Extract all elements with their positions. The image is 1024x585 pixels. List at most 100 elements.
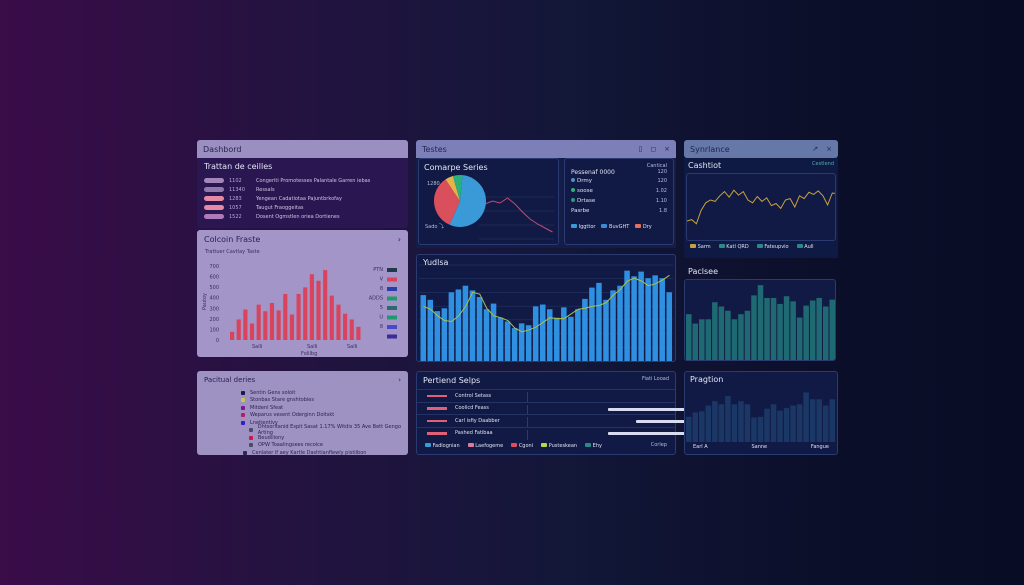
legend-item: BuvGHT	[601, 224, 629, 230]
bar	[441, 308, 448, 361]
legend-swatch	[425, 443, 431, 447]
bar	[561, 307, 567, 361]
trash-icon[interactable]: ▯	[638, 145, 643, 153]
bars-card: Yudlsa	[416, 254, 676, 362]
column-bar	[256, 304, 261, 340]
series-item[interactable]: Sentin Gens soloit	[241, 389, 408, 397]
expand-icon[interactable]: ↗	[812, 145, 819, 153]
item-value: 11340	[229, 186, 245, 193]
series-label: Stonbas Stare gnshtobies	[250, 397, 314, 404]
gantt-bar[interactable]	[608, 431, 681, 435]
bar	[809, 399, 816, 442]
bar	[596, 282, 602, 361]
legend-label: Aull	[804, 244, 814, 250]
bar	[659, 278, 665, 361]
series-label: Cenlater if aey Kartle Dashtianflewly pi…	[252, 449, 367, 455]
bar	[738, 314, 744, 360]
series-item[interactable]: Stonbas Stare gnshtobies	[241, 397, 408, 405]
legend-label: 8	[380, 324, 383, 330]
bar	[816, 297, 822, 360]
period-row[interactable]: Coolicd Feass	[417, 401, 734, 415]
bar	[575, 309, 581, 361]
bars-title: Yudlsa	[423, 258, 449, 267]
y-tick: 400	[209, 296, 219, 302]
period-footer[interactable]: Corlep	[650, 442, 667, 448]
legend-label: Pusteskean	[548, 443, 578, 449]
legend-label: 5	[380, 305, 383, 311]
column-bar	[309, 274, 314, 340]
period-row[interactable]: Control Setass	[417, 389, 748, 402]
compare-series-card: Comarpe Series 1280 Sado ⤵	[418, 158, 559, 245]
column-panel: Colcoin Fraste › Trattuer Cavtlay Taste …	[197, 230, 408, 357]
item-pill-icon	[204, 178, 224, 183]
close-icon[interactable]: ×	[664, 145, 670, 153]
period-setups-card: Pertiend Selps Fiati Looad Control Setas…	[416, 371, 761, 455]
pacbee-title: Paclsee	[688, 267, 718, 276]
stats-card: Cantical Pessenaf 0000 120 Drmy 120 soose 1.…	[564, 158, 674, 245]
copy-icon[interactable]: ◻	[650, 145, 657, 153]
legend-item: Dry	[635, 224, 652, 230]
bar	[822, 405, 829, 442]
legend-swatch	[387, 315, 397, 320]
y-tick: 600	[209, 275, 219, 281]
gantt-bar[interactable]	[660, 420, 698, 423]
item-pill-icon	[204, 196, 224, 201]
series-label: Lneitentivy	[250, 419, 278, 426]
item-label: Taugut Fraoggeitas	[256, 204, 304, 211]
dashboard-item[interactable]: 11340 Ressals	[204, 185, 401, 194]
gantt-bar[interactable]	[636, 420, 676, 423]
cashflow-line-chart	[686, 173, 836, 241]
period-row[interactable]: Carl isfiy Daabber	[417, 414, 749, 427]
chevron-right-icon[interactable]: ›	[397, 235, 401, 244]
series-item[interactable]: Mitdenl Sfeat	[241, 404, 408, 412]
column-bar	[236, 319, 241, 340]
bar	[462, 285, 469, 361]
bar	[692, 323, 699, 360]
period-action[interactable]: Fiati Looad	[642, 376, 669, 382]
bar	[610, 290, 616, 361]
tracker-panel: Pragtion Earl A Sanne Fangue	[684, 371, 838, 455]
bar	[532, 306, 539, 361]
bar	[822, 306, 829, 360]
period-row-label: Pashed Fatibaa	[455, 430, 493, 437]
series-item[interactable]: Beudiliony	[241, 434, 408, 442]
dashboard-item[interactable]: 1057 Taugut Fraoggeitas	[204, 203, 401, 212]
partial-title: Pacitual deries	[204, 376, 256, 384]
legend-item: Cgoni	[511, 443, 533, 449]
legend-label: PTN	[373, 267, 383, 273]
period-row[interactable]: Pashed Fatibaa	[417, 426, 761, 440]
series-item[interactable]: Cenlater if aey Kartle Dashtianflewly pi…	[241, 449, 408, 455]
legend-item: Fateupvio	[756, 244, 789, 250]
item-label: Yengean Cadatiotaa Pajuntbrkofay	[256, 195, 342, 202]
series-color-icon	[241, 413, 245, 418]
bar	[783, 408, 790, 442]
series-item[interactable]: Dhtsoritanid Espit Sasat 1.17% Witdis 35…	[241, 424, 408, 436]
y-tick: 200	[209, 317, 219, 323]
partial-series-panel: Pacitual deries › Sentin Gens soloit Ston…	[197, 371, 408, 455]
stats-row: Drmy 120	[571, 176, 667, 186]
chevron-right-icon[interactable]: ›	[398, 376, 401, 384]
series-item[interactable]: OPW Toaalingsees recoice	[241, 442, 408, 450]
tracker-bar-chart	[686, 392, 835, 442]
dashboard-item[interactable]: 1522 Dosent Ogmstlen oriea Dortienes	[204, 212, 401, 221]
bar	[624, 270, 630, 361]
series-item[interactable]: Weparus vesent Oderginn Doltskt	[241, 412, 408, 420]
bar	[829, 299, 835, 360]
bar	[790, 405, 796, 442]
legend-swatch	[387, 287, 397, 291]
series-label: Beudiliony	[258, 434, 285, 441]
close-icon[interactable]: ×	[826, 145, 832, 153]
gantt-bar[interactable]	[608, 407, 698, 411]
dashboard-item[interactable]: 1102 Congeriti Promotesses Palantale Garr…	[204, 176, 401, 185]
bar	[751, 417, 757, 442]
bar	[803, 392, 809, 442]
y-tick: 100	[209, 327, 219, 333]
bar	[525, 325, 532, 361]
stats-value: 1.8	[659, 208, 667, 214]
period-row-label: Carl isfiy Daabber	[455, 417, 500, 424]
series-item[interactable]: Lneitentivy	[241, 419, 408, 427]
cashflow-action[interactable]: Cestlend	[812, 161, 834, 167]
dashboard-item[interactable]: 1283 Yengean Cadatiotaa Pajuntbrkofay	[204, 194, 401, 203]
bar	[725, 310, 731, 360]
right-header: Synrlance ↗ ×	[684, 140, 838, 158]
